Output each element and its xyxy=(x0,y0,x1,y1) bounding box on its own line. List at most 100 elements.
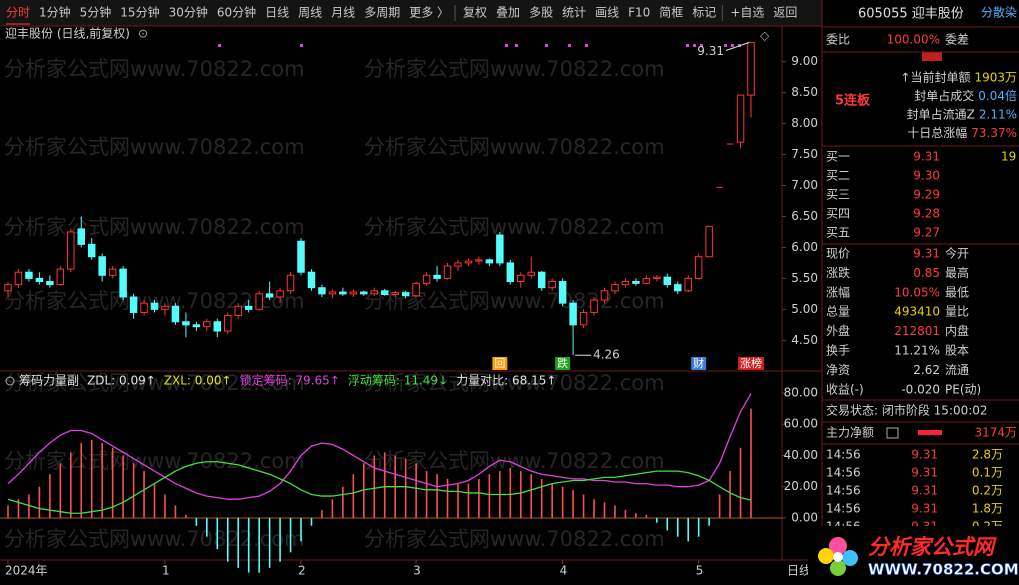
logo-title: 分析家公式网 xyxy=(868,535,997,559)
high-label: 9.31 xyxy=(697,44,724,58)
book-label: 买三 xyxy=(826,188,850,202)
candle-body xyxy=(307,271,316,289)
toolbar-button[interactable]: 30分钟 xyxy=(169,5,208,20)
candle-body xyxy=(694,256,703,279)
candle-body xyxy=(46,281,54,286)
x-tick-label: 3 xyxy=(413,564,421,578)
toolbar-button[interactable]: 分时 xyxy=(6,6,30,20)
quote-label: 今开 xyxy=(945,246,969,261)
toolbar-button[interactable]: 15分钟 xyxy=(120,5,159,20)
seal-value: 73.37% xyxy=(971,126,1017,140)
petal xyxy=(818,548,834,564)
toolbar-button[interactable]: 1分钟 xyxy=(39,5,71,20)
toolbar-button[interactable]: 标记 xyxy=(692,6,716,20)
watermark: 分析家公式网www.70822.com xyxy=(4,215,305,239)
candle-body xyxy=(203,321,211,328)
toolbar-button[interactable]: 周线 xyxy=(298,6,322,20)
event-marker[interactable]: 跌 xyxy=(557,356,568,370)
candle-body xyxy=(171,305,180,323)
label: 委差 xyxy=(945,33,969,47)
trade-price: 9.31 xyxy=(911,448,938,462)
collapse-button[interactable] xyxy=(922,52,942,61)
candle-body xyxy=(443,265,452,279)
y-tick-label: 7.00 xyxy=(791,178,818,192)
toolbar-button[interactable]: 复权 xyxy=(463,6,487,20)
toolbar-button[interactable]: 画线 xyxy=(595,6,619,20)
candle-body xyxy=(14,271,23,286)
y-tick-label: 8.50 xyxy=(791,85,818,99)
x-tick-label: 2 xyxy=(298,564,306,578)
toolbar-button[interactable]: 多周期 xyxy=(364,6,400,20)
settings-icon[interactable]: ⊙ xyxy=(138,27,148,41)
toolbar-button[interactable]: 叠加 xyxy=(496,6,520,20)
flow-icon[interactable] xyxy=(886,427,899,439)
book-price: 9.29 xyxy=(913,188,940,202)
candle-body xyxy=(579,311,588,326)
trade-time: 14:56 xyxy=(826,484,861,498)
book-label: 买五 xyxy=(826,226,850,240)
toolbar-button[interactable]: +自选 xyxy=(730,6,764,20)
toolbar-button[interactable]: 月线 xyxy=(331,6,355,20)
watermark: 分析家公式网www.70822.com xyxy=(364,449,665,473)
quote-label: 量比 xyxy=(945,305,969,319)
watermark: 分析家公式网www.70822.com xyxy=(364,135,665,159)
quote-value: 2.62 xyxy=(913,363,940,377)
candle-body xyxy=(464,260,473,264)
candle-body xyxy=(380,290,389,296)
toolbar-button[interactable]: 日线 xyxy=(265,6,289,20)
seal-label: 十日总涨幅 xyxy=(907,125,967,140)
candle-body xyxy=(129,296,138,313)
concept-tag[interactable]: 分散染 xyxy=(981,5,1017,20)
watermark: 分析家公式网www.70822.com xyxy=(364,215,665,239)
toolbar-button[interactable]: 统计 xyxy=(562,6,586,20)
candle-body xyxy=(318,287,326,295)
toolbar-button[interactable]: 多股 xyxy=(529,6,553,20)
low-label: 4.26 xyxy=(593,348,620,362)
y-tick-label: 60.00 xyxy=(784,417,818,431)
petal xyxy=(830,560,846,576)
candle-body xyxy=(663,276,672,286)
flow-value: 3174万 xyxy=(974,426,1017,440)
candle-body xyxy=(234,305,242,317)
y-tick-label: 5.00 xyxy=(791,302,818,316)
x-tick-label: 1 xyxy=(162,564,170,578)
candle-body xyxy=(25,271,33,279)
trade-time: 14:56 xyxy=(826,502,861,516)
watermark: 分析家公式网www.70822.com xyxy=(364,371,665,395)
diamond-icon[interactable]: ◇ xyxy=(760,29,770,43)
candle-body xyxy=(485,259,494,264)
y-tick-label: 0.00 xyxy=(791,510,818,524)
trade-price: 9.31 xyxy=(911,484,938,498)
toolbar-button[interactable]: 更多 〉 xyxy=(409,6,449,20)
quote-label: 最低 xyxy=(945,285,969,299)
legend-entry: 力量对比: 68.15↑ xyxy=(456,374,556,388)
quote-value: 10.05% xyxy=(894,285,940,299)
legend-icon xyxy=(5,376,15,386)
toolbar-button[interactable]: 返回 xyxy=(773,6,797,20)
quote-label: 涨幅 xyxy=(826,284,850,299)
watermark: 分析家公式网www.70822.com xyxy=(4,371,305,395)
toolbar-button[interactable]: 5分钟 xyxy=(80,5,112,20)
toolbar-button[interactable]: F10 xyxy=(628,6,650,20)
event-marker[interactable]: 回 xyxy=(494,357,505,370)
x-tick-label: 4 xyxy=(560,564,568,578)
y-tick-label: 40.00 xyxy=(784,448,818,462)
toolbar-button[interactable]: 60分钟 xyxy=(217,5,256,20)
quote-value: 493410 xyxy=(894,305,940,319)
book-label: 买一 xyxy=(826,150,850,164)
seal-value: 2.11% xyxy=(979,108,1017,122)
trade-volume: 1.8万 xyxy=(972,502,1003,516)
quote-label: 现价 xyxy=(826,247,850,261)
candle-body xyxy=(370,290,379,295)
trade-time: 14:56 xyxy=(826,448,861,462)
candle-body xyxy=(537,271,546,289)
toolbar-button[interactable]: 简框 xyxy=(659,6,683,20)
event-marker[interactable]: 财 xyxy=(693,356,704,370)
quote-label: 最高 xyxy=(945,265,969,280)
candle-body xyxy=(642,277,651,284)
event-marker[interactable]: 涨榜 xyxy=(740,356,762,370)
legend-entry: ZXL: 0.00↑ xyxy=(164,374,232,388)
candle-body xyxy=(422,274,431,284)
candle-body xyxy=(150,302,159,310)
